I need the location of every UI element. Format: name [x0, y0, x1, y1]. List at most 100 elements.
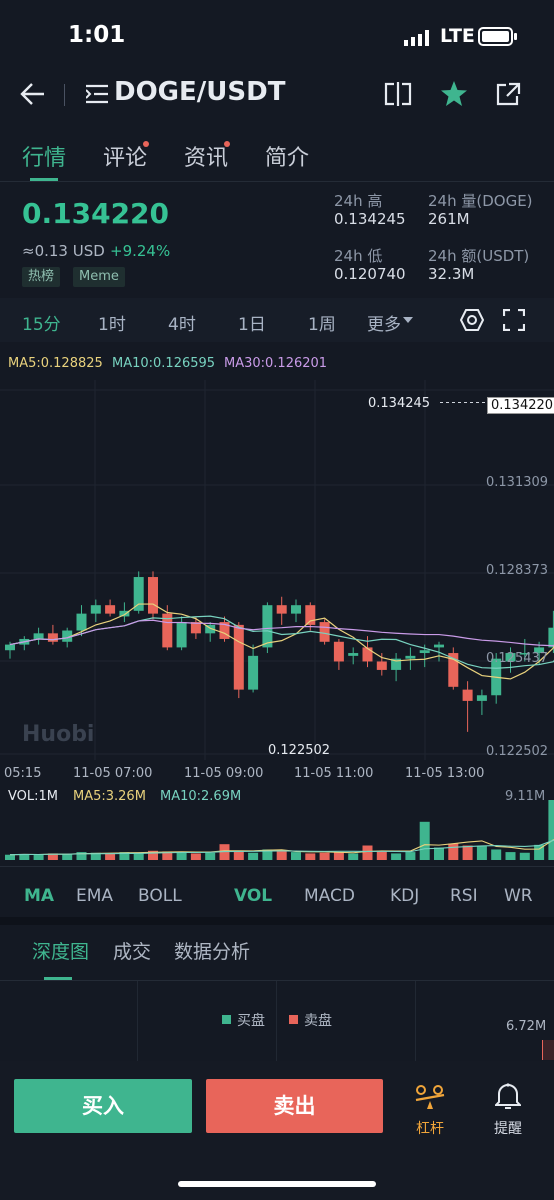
volume-bar — [262, 849, 273, 860]
volume-bar — [462, 845, 473, 860]
candle-body — [419, 650, 430, 654]
volume-divider — [0, 866, 554, 867]
leverage-label[interactable]: 杠杆 — [416, 1121, 444, 1137]
candle-body — [462, 689, 473, 701]
change-percent: +9.24% — [110, 242, 171, 260]
candle-body — [62, 630, 73, 642]
volume-label: 24h 量(DOGE) — [428, 192, 533, 210]
volume-bar — [505, 852, 516, 860]
interval-1h[interactable]: 1时 — [98, 315, 126, 335]
interval-more[interactable]: 更多 — [367, 315, 401, 335]
bell-icon[interactable] — [495, 1082, 521, 1110]
indicator-wr[interactable]: WR — [504, 886, 533, 906]
candle-body — [133, 577, 144, 611]
candle-body — [348, 653, 359, 656]
candle-body — [376, 661, 387, 670]
share-icon[interactable] — [496, 82, 522, 106]
buy-button[interactable]: 买入 — [14, 1079, 192, 1133]
depth-grid-2 — [276, 981, 277, 1061]
volume-bar — [176, 852, 187, 860]
interval-4h[interactable]: 4时 — [168, 315, 196, 335]
low-value: 0.120740 — [334, 265, 406, 283]
tab-trades[interactable]: 成交 — [113, 941, 152, 963]
volume-bar — [534, 844, 545, 860]
signal-icon — [404, 30, 429, 46]
volume-bar — [90, 852, 101, 860]
alert-label[interactable]: 提醒 — [494, 1121, 522, 1137]
tab-depth[interactable]: 深度图 — [32, 941, 90, 963]
tab-analysis[interactable]: 数据分析 — [174, 941, 251, 963]
ma30-label: MA30:0.126201 — [224, 356, 328, 371]
low-marker: 0.122502 — [268, 743, 331, 758]
sell-button[interactable]: 卖出 — [206, 1079, 383, 1133]
interval-1d[interactable]: 1日 — [238, 315, 266, 335]
menu-list-icon[interactable] — [86, 84, 110, 104]
amount-value: 32.3M — [428, 265, 475, 283]
subtab-indicator — [44, 977, 72, 980]
tag-meme[interactable]: Meme — [73, 267, 125, 287]
battery-icon — [478, 27, 517, 46]
high-label: 24h 高 — [334, 192, 383, 210]
compare-icon[interactable] — [384, 82, 412, 106]
volume-bar — [519, 852, 530, 860]
tab-market[interactable]: 行情 — [22, 146, 67, 171]
candle-body — [190, 622, 201, 634]
interval-15m[interactable]: 15分 — [22, 315, 61, 335]
volume-bar — [248, 852, 259, 860]
tab-news[interactable]: 资讯 — [184, 146, 229, 171]
tab-intro[interactable]: 简介 — [265, 146, 310, 171]
favorite-star-icon[interactable] — [440, 80, 468, 108]
indicator-vol[interactable]: VOL — [234, 886, 273, 906]
candlestick-chart[interactable] — [0, 380, 554, 790]
volume-bar — [76, 852, 87, 860]
candle-body — [262, 605, 273, 648]
volume-bar — [119, 852, 130, 860]
back-arrow-icon[interactable] — [20, 82, 46, 106]
interval-1w[interactable]: 1周 — [308, 315, 336, 335]
tab-comments[interactable]: 评论 — [103, 146, 148, 171]
current-price-marker: 0.134220 — [487, 397, 554, 414]
volume-bar — [348, 853, 359, 860]
indicator-kdj[interactable]: KDJ — [390, 886, 420, 906]
candle-body — [362, 647, 373, 662]
comments-dot — [143, 141, 149, 147]
candle-body — [291, 605, 301, 614]
leverage-icon[interactable] — [414, 1082, 446, 1112]
candle-body — [47, 633, 58, 642]
indicator-macd[interactable]: MACD — [304, 886, 355, 906]
vol-ma10-label: MA10:2.69M — [160, 789, 242, 804]
y-tick-3: 0.125437 — [486, 651, 549, 666]
vol-ma10-line — [9, 839, 554, 856]
indicator-ema[interactable]: EMA — [76, 886, 114, 906]
x-tick-1: 05:15 — [4, 766, 42, 781]
volume-bar — [448, 843, 459, 860]
fullscreen-icon[interactable] — [503, 309, 525, 331]
volume-bar — [548, 800, 554, 860]
candle-body — [333, 641, 344, 662]
home-indicator — [178, 1181, 376, 1187]
high-marker: 0.134245 — [368, 396, 431, 411]
volume-bar — [5, 854, 15, 860]
volume-bar — [376, 850, 387, 860]
sell-legend-swatch — [289, 1015, 298, 1024]
candle-body — [90, 605, 101, 614]
volume-bar — [62, 854, 73, 860]
indicator-ma[interactable]: MA — [24, 886, 55, 906]
tag-hot[interactable]: 热榜 — [22, 267, 61, 287]
pair-title[interactable]: DOGE/USDT — [114, 77, 286, 107]
volume-bar — [133, 852, 144, 860]
candle-body — [276, 605, 287, 614]
network-type: LTE — [440, 25, 475, 47]
indicator-rsi[interactable]: RSI — [450, 886, 478, 906]
ma30-line — [9, 619, 554, 647]
candle-body — [305, 605, 316, 625]
settings-icon[interactable] — [460, 308, 484, 332]
volume-bar — [33, 854, 44, 860]
indicator-boll[interactable]: BOLL — [138, 886, 182, 906]
candle-body — [105, 605, 116, 614]
volume-bar — [434, 847, 444, 860]
candle-body — [33, 633, 44, 639]
candle-body — [519, 653, 530, 655]
candle-body — [119, 610, 130, 617]
volume-bar — [391, 853, 402, 860]
